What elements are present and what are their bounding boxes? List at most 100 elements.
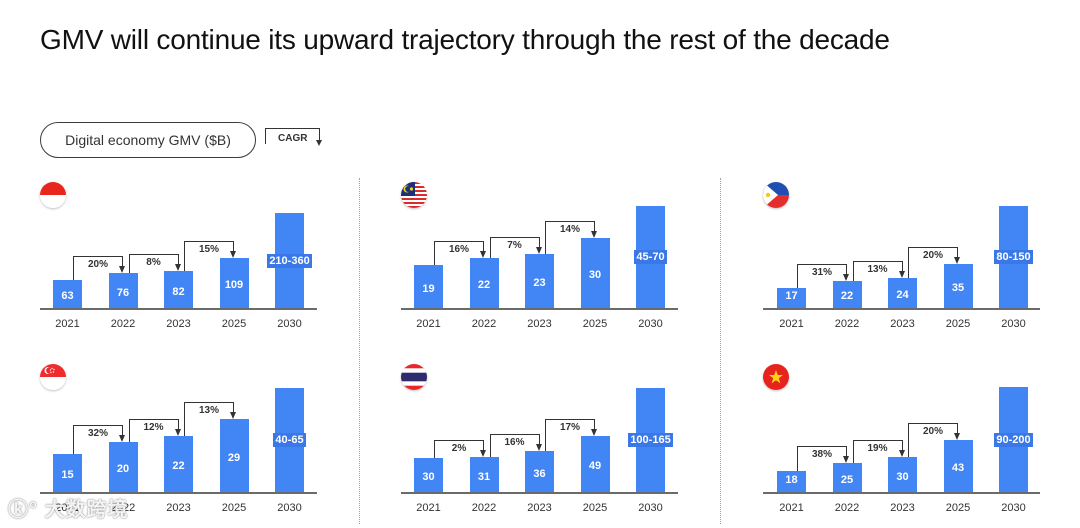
x-tick-label: 2030 [277, 502, 302, 514]
arrow-down-icon [480, 450, 486, 457]
arrow-down-icon [843, 274, 849, 281]
x-tick-label: 2023 [166, 318, 191, 330]
bar-2030: 40-65 [273, 388, 306, 492]
cagr-label: 13% [867, 264, 888, 275]
cagr-bracket-right [233, 241, 234, 252]
cagr-label: 16% [504, 437, 525, 448]
bar-2023: 82 [164, 271, 193, 308]
bar-2022: 31 [469, 457, 499, 492]
x-tick-label: 2021 [55, 502, 80, 514]
bar-value-label: 30 [896, 470, 909, 483]
arrow-down-icon [535, 247, 542, 254]
x-axis-line [763, 308, 1040, 310]
x-tick-label: 2025 [582, 318, 608, 330]
cagr-bracket-right [957, 247, 958, 258]
x-tick-label: 2021 [416, 502, 441, 514]
cagr-label: 12% [143, 422, 164, 433]
cagr-label: 16% [448, 244, 469, 255]
bar-2030: 80-150 [994, 206, 1033, 308]
bar-2025: 49 [580, 436, 610, 492]
bar-value-label: 30 [422, 471, 435, 483]
x-tick-label: 2021 [416, 318, 441, 330]
cagr-bracket-right [957, 423, 958, 434]
gmv-legend-label: Digital economy GMV ($B) [65, 132, 231, 148]
cagr-bracket-right [901, 261, 903, 272]
cagr-bracket [434, 440, 484, 458]
bar-value-label: 29 [227, 451, 241, 464]
bar-value-label: 17 [785, 290, 798, 302]
cagr-bracket-right [846, 264, 847, 275]
cagr-label: 7% [507, 240, 522, 251]
bar-value-label: 36 [533, 467, 546, 480]
arrow-down-icon [230, 412, 236, 419]
x-tick-label: 2022 [110, 502, 136, 514]
cagr-bracket-right [122, 256, 123, 267]
bar-value-label: 40-65 [273, 433, 306, 447]
arrow-down-icon [591, 429, 597, 436]
bar-2021: 19 [414, 265, 443, 308]
x-tick-label: 2021 [779, 502, 804, 514]
cagr-bracket [852, 440, 903, 463]
x-tick-label: 2022 [471, 318, 497, 330]
bar-2023: 23 [525, 254, 554, 308]
arrow-down-icon [898, 271, 905, 278]
logo-icon: ⓚ° [8, 499, 45, 521]
bar-value-label: 49 [588, 460, 602, 472]
bar-2022: 22 [832, 281, 862, 308]
cagr-bracket [128, 419, 179, 442]
bar-chart: 17 2021 22 2022 24 2023 35 2025 80-150 2030 31% 13%… [763, 182, 1080, 350]
cagr-label: 38% [811, 449, 832, 460]
cagr-bracket-right [483, 241, 484, 252]
cagr-bracket-right [177, 419, 179, 430]
x-tick-label: 2025 [221, 502, 247, 514]
cagr-bracket-right [122, 425, 123, 436]
cagr-bracket [908, 423, 958, 457]
arrow-down-icon [119, 266, 125, 273]
watermark-text: 大数跨境 [44, 499, 129, 521]
bar-value-label: 20 [116, 463, 130, 475]
bar-2023: 36 [525, 451, 554, 492]
cagr-bracket [184, 402, 234, 436]
arrow-down-icon [535, 444, 542, 451]
bar-value-label: 43 [951, 462, 965, 474]
x-tick-label: 2023 [527, 318, 552, 330]
cagr-bracket-right [594, 419, 595, 430]
arrow-down-icon [591, 231, 597, 238]
bar-value-label: 23 [533, 277, 546, 289]
arrow-down-icon [954, 433, 960, 440]
page-title: GMV will continue its upward trajectory … [40, 24, 890, 55]
vietnam-flag-icon [763, 364, 789, 390]
bar-2022: 76 [108, 273, 138, 308]
bar-2021: 18 [777, 471, 806, 492]
bar-2025: 29 [219, 419, 249, 492]
bar-chart: 30 2021 31 2022 36 2023 49 2025 100-165 2030 2% 16%… [401, 364, 721, 528]
bar-2022: 22 [469, 258, 499, 308]
arrow-down-icon [316, 140, 322, 146]
x-tick-label: 2025 [221, 318, 247, 330]
cagr-label: 19% [867, 443, 888, 454]
panel-divider [720, 178, 721, 524]
arrow-down-icon [174, 264, 181, 271]
x-tick-label: 2022 [834, 502, 860, 514]
cagr-bracket-right [233, 402, 234, 413]
cagr-bracket [489, 434, 540, 457]
x-tick-label: 2021 [779, 318, 804, 330]
cagr-label: 14% [559, 224, 580, 235]
bar-value-label: 19 [422, 282, 435, 295]
x-axis-line [40, 308, 317, 310]
x-tick-label: 2025 [945, 318, 971, 330]
bar-2025: 43 [943, 440, 973, 492]
bar-value-label: 76 [116, 286, 130, 299]
x-tick-label: 2025 [945, 502, 971, 514]
bar-2023: 22 [164, 436, 193, 492]
x-axis-line [40, 492, 317, 494]
indonesia-flag-icon [40, 182, 66, 208]
bar-value-label: 82 [172, 285, 185, 298]
x-tick-label: 2022 [110, 318, 136, 330]
cagr-bracket-right [594, 221, 595, 232]
bar-2030: 100-165 [628, 388, 673, 492]
bar-value-label: 18 [785, 474, 798, 486]
bar-chart: 18 2021 25 2022 30 2023 43 2025 90-200 2030 38% 19%… [763, 364, 1080, 528]
cagr-bracket [545, 221, 595, 254]
cagr-bracket-right [538, 434, 540, 445]
